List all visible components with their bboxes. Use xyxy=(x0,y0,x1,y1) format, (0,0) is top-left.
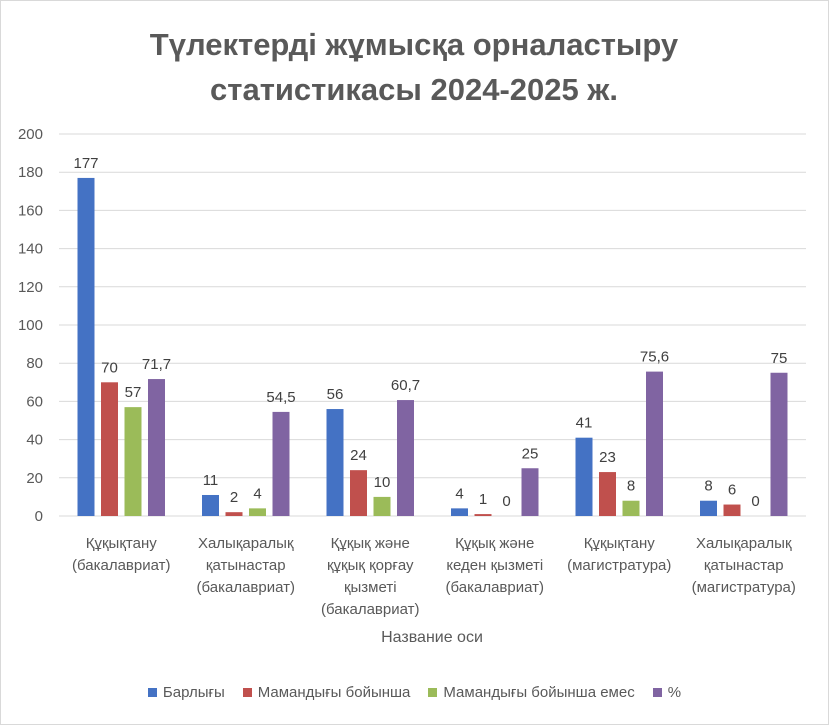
bar xyxy=(397,400,414,516)
bar xyxy=(77,177,95,516)
data-label: 6 xyxy=(728,482,736,499)
data-label: 2 xyxy=(230,489,238,506)
data-label: 177 xyxy=(73,155,98,172)
bar xyxy=(700,500,717,516)
bar xyxy=(474,514,492,516)
bar xyxy=(225,512,243,516)
legend-label: Барлығы xyxy=(162,684,225,701)
gridlines xyxy=(59,133,806,517)
x-axis-title: Название оси xyxy=(381,629,483,646)
bar xyxy=(249,508,266,516)
category-label: Құқықтану (бакалавриат) xyxy=(72,535,170,574)
data-label: 60,7 xyxy=(391,377,420,394)
bar xyxy=(202,494,219,516)
bar xyxy=(148,379,165,516)
bar xyxy=(770,372,788,516)
legend-swatch xyxy=(242,688,252,697)
bar xyxy=(124,407,142,516)
data-label: 71,7 xyxy=(142,356,171,373)
bar xyxy=(101,382,118,516)
legend-label: Мамандығы бойынша xyxy=(257,684,411,701)
legend-label: Мамандығы бойынша емес xyxy=(443,684,635,701)
category-label: Халықаралық қатынастар (бакалавриат) xyxy=(197,535,295,596)
chart-title-line-1: Түлектерді жұмысқа орналастыру xyxy=(150,27,679,62)
y-tick-label: 100 xyxy=(18,317,43,334)
data-label: 24 xyxy=(350,447,367,464)
data-label: 8 xyxy=(704,478,712,495)
y-tick-label: 20 xyxy=(26,470,43,487)
data-label: 23 xyxy=(599,449,616,466)
bars xyxy=(77,177,788,516)
legend-swatch xyxy=(428,688,438,697)
data-label: 41 xyxy=(576,415,593,432)
data-label: 54,5 xyxy=(266,389,295,406)
chart-title-line-2: статистикасы 2024-2025 ж. xyxy=(210,72,618,107)
bar xyxy=(723,504,741,516)
category-labels: Құқықтану (бакалавриат) Халықаралық қатынас… xyxy=(72,535,796,618)
legend-swatch xyxy=(147,688,157,697)
category-label: Халықаралық қатынастар (магистратура) xyxy=(692,535,796,596)
legend-item: Барлығы xyxy=(147,684,225,701)
y-tick-label: 120 xyxy=(18,279,43,296)
y-tick-label: 140 xyxy=(18,241,43,258)
category-label: Құқық және кеден қызметі (бакалавриат) xyxy=(446,535,544,596)
data-label: 75,6 xyxy=(640,349,669,366)
bar xyxy=(521,468,539,516)
legend-swatch xyxy=(652,688,662,697)
category-label: Құқық және құқық қорғау қызметі (бакалавриа… xyxy=(321,535,419,618)
y-tick-label: 160 xyxy=(18,202,43,219)
y-tick-label: 40 xyxy=(26,432,43,449)
data-label: 57 xyxy=(125,384,142,401)
bar xyxy=(622,500,640,516)
data-label: 70 xyxy=(101,359,118,376)
bar xyxy=(350,470,367,516)
data-label: 10 xyxy=(374,474,391,491)
data-label: 8 xyxy=(627,478,635,495)
data-label: 56 xyxy=(327,386,344,403)
legend-item: Мамандығы бойынша xyxy=(242,684,411,701)
data-label: 4 xyxy=(253,485,261,502)
legend-item: Мамандығы бойынша емес xyxy=(428,684,635,701)
bar xyxy=(272,411,290,516)
bar xyxy=(326,409,344,516)
data-label: 4 xyxy=(455,485,463,502)
data-label: 1 xyxy=(479,491,487,508)
data-label: 0 xyxy=(751,493,759,510)
y-tick-label: 60 xyxy=(26,393,43,410)
bar xyxy=(599,472,616,516)
legend: Барлығы Мамандығы бойынша Мамандығы бойынш… xyxy=(0,684,829,701)
y-axis-ticks: 0 20 40 60 80 100 120 140 160 180 200 xyxy=(18,126,43,525)
legend-label: % xyxy=(667,684,682,701)
y-tick-label: 200 xyxy=(18,126,43,143)
data-label: 11 xyxy=(203,472,219,489)
y-tick-label: 0 xyxy=(35,508,43,525)
data-label: 75 xyxy=(771,350,788,367)
y-tick-label: 80 xyxy=(26,355,43,372)
category-label: Құқықтану (магистратура) xyxy=(567,535,671,574)
data-label: 0 xyxy=(502,493,510,510)
bar xyxy=(451,508,468,516)
bar xyxy=(575,437,593,516)
legend-item: % xyxy=(652,684,682,701)
data-label: 25 xyxy=(522,445,539,462)
bar xyxy=(373,496,391,516)
y-tick-label: 180 xyxy=(18,164,43,181)
bar xyxy=(646,371,663,516)
